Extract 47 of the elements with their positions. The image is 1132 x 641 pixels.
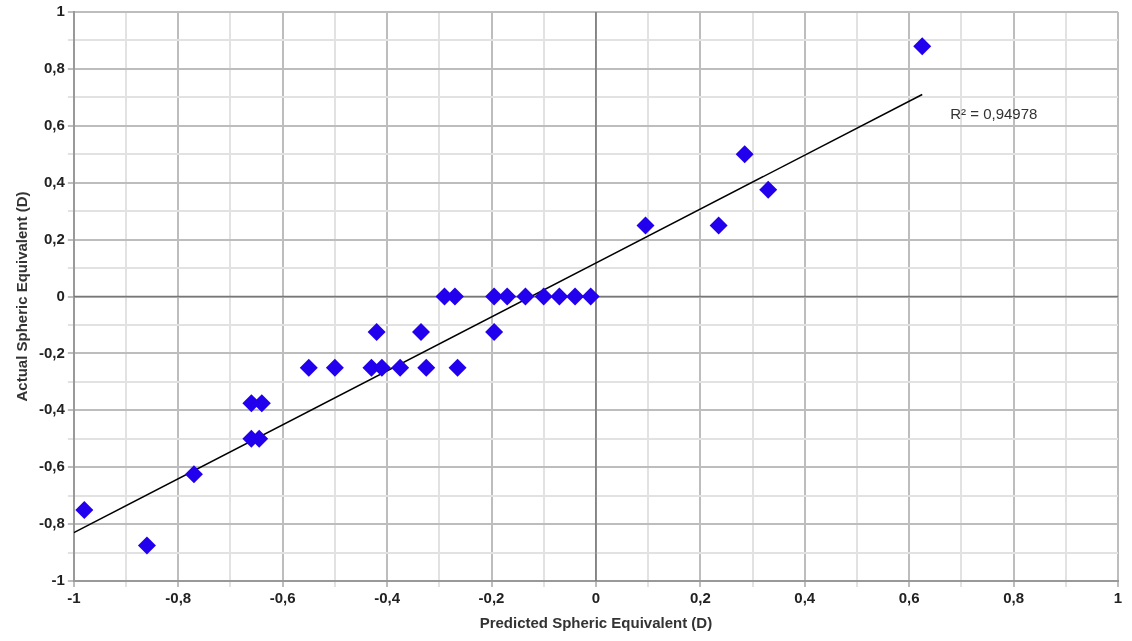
x-tick-label: -0,6 — [269, 589, 296, 607]
y-axis-title: Actual Spheric Equivalent (D) — [13, 191, 31, 402]
y-tick-label: 0,4 — [43, 172, 66, 190]
x-tick-label: -0,2 — [478, 589, 505, 607]
point — [417, 358, 436, 377]
point — [299, 358, 318, 377]
y-tick-label: 0,2 — [43, 229, 65, 247]
y-tick-label: -0,6 — [38, 457, 65, 475]
point — [448, 358, 467, 377]
point — [184, 465, 203, 484]
point — [735, 145, 754, 164]
x-axis-title: Predicted Spheric Equivalent (D) — [479, 614, 713, 632]
y-tick-label: 0,8 — [43, 59, 65, 77]
point — [75, 500, 94, 519]
point — [550, 287, 569, 306]
annotation: R² = 0,94978 — [950, 104, 1038, 122]
point — [325, 358, 344, 377]
point — [137, 536, 156, 555]
y-tick-label: 0 — [56, 286, 65, 304]
point — [709, 216, 728, 235]
point — [367, 323, 386, 342]
point — [636, 216, 655, 235]
x-tick-label: 1 — [1113, 589, 1123, 607]
y-tick-label: 1 — [56, 2, 65, 20]
x-tick-label: 0,2 — [689, 589, 711, 607]
x-tick-label: -0,4 — [374, 589, 401, 607]
x-tick-label: 0 — [591, 589, 601, 607]
point — [759, 180, 778, 199]
point — [581, 287, 600, 306]
x-tick-label: -0,8 — [165, 589, 192, 607]
x-tick-label: -1 — [67, 589, 81, 607]
x-tick-label: 0,8 — [1003, 589, 1025, 607]
point — [534, 287, 553, 306]
point — [498, 287, 517, 306]
point — [391, 358, 410, 377]
y-tick-label: -1 — [51, 571, 65, 589]
point — [566, 287, 585, 306]
x-tick-label: 0,6 — [898, 589, 920, 607]
point — [412, 323, 431, 342]
y-tick-label: -0,2 — [38, 343, 65, 361]
point — [516, 287, 535, 306]
x-tick-label: 0,4 — [794, 589, 816, 607]
y-tick-label: 0,6 — [43, 115, 65, 133]
point — [913, 37, 932, 56]
point — [485, 323, 504, 342]
y-tick-label: -0,8 — [38, 514, 65, 532]
y-tick-label: -0,4 — [38, 400, 66, 418]
